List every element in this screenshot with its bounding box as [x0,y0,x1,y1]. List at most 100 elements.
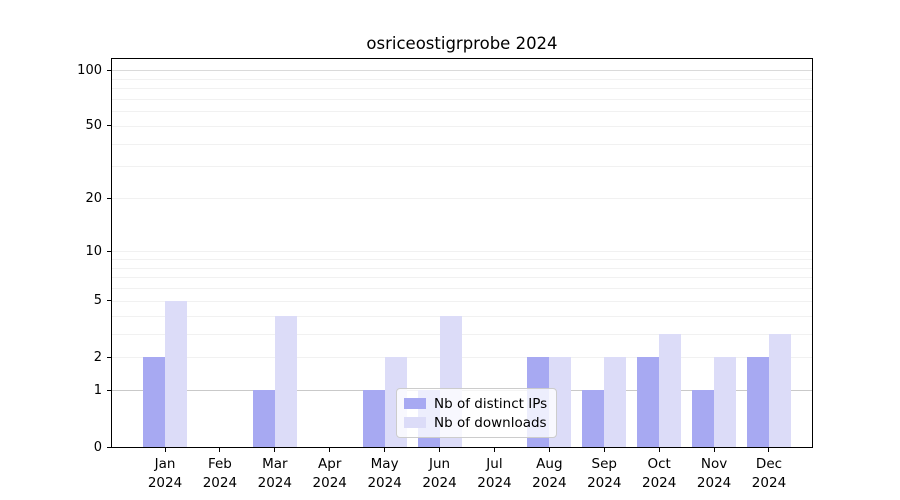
x-tick-mark-mar [274,447,276,452]
x-tick-mark-may [384,447,386,452]
legend-item-downloads: Nb of downloads [404,413,547,432]
bar-jan-downloads [165,300,187,447]
x-tick-mark-nov [713,447,715,452]
gridline-60 [112,111,812,113]
y-tick-mark-100 [107,69,112,71]
x-tick-mark-jan [164,447,166,452]
gridline-20 [112,198,812,200]
x-tick-mark-jul [493,447,495,452]
y-tick-label-2: 2 [93,349,102,365]
legend-item-distinct-ips: Nb of distinct IPs [404,394,547,413]
x-tick-month-apr: Apr [318,456,342,472]
x-tick-label-apr: Apr 2024 [285,455,375,493]
x-tick-month-aug: Aug [536,456,563,472]
legend-label-distinct-ips: Nb of distinct IPs [434,395,548,412]
gridline-5 [112,300,812,302]
y-tick-label-1: 1 [93,382,102,398]
x-tick-month-sep: Sep [591,456,617,472]
x-tick-year-mar: 2024 [257,475,292,491]
x-tick-mark-oct [658,447,660,452]
x-tick-label-feb: Feb 2024 [175,455,265,493]
y-tick-mark-0 [107,446,112,448]
bar-nov-downloads [714,357,737,447]
x-tick-month-jul: Jul [486,456,503,472]
bar-jan-distinct-ips [143,357,165,447]
x-tick-year-feb: 2024 [202,475,238,491]
gridline-90 [112,78,812,80]
x-tick-year-apr: 2024 [312,475,347,491]
x-tick-label-jan: Jan 2024 [120,455,210,493]
x-tick-label-oct: Oct 2024 [614,455,704,493]
gridline-40 [112,143,812,145]
y-tick-mark-50 [107,125,112,127]
y-tick-mark-2 [107,356,112,358]
gridline-30 [112,166,812,168]
x-tick-year-nov: 2024 [696,475,732,491]
gridline-9 [112,258,812,260]
x-tick-year-jan: 2024 [147,475,183,491]
x-tick-mark-apr [329,447,331,452]
gridline-3 [112,333,812,335]
plot-area: osriceostigrprobe 2024 0 1 2 5 10 20 50 100 Jan… [77,34,813,491]
legend-swatch-distinct-ips [404,398,426,409]
x-tick-month-nov: Nov [700,456,728,472]
x-tick-month-feb: Feb [207,456,232,472]
x-tick-mark-aug [548,447,550,452]
gridline-6 [112,288,812,290]
y-tick-label-10: 10 [85,243,102,259]
x-tick-label-may: May 2024 [340,455,430,493]
x-tick-mark-sep [603,447,605,452]
bar-oct-downloads [659,333,682,447]
x-tick-label-aug: Aug 2024 [504,455,594,493]
x-tick-year-may: 2024 [367,475,402,491]
gridline-70 [112,98,812,100]
y-tick-label-50: 50 [85,118,102,134]
gridline-50 [112,125,812,127]
x-tick-month-dec: Dec [755,456,783,472]
gridline-2 [112,357,812,359]
bar-may-distinct-ips [362,390,385,447]
x-tick-month-jun: Jun [428,456,451,472]
legend-label-downloads: Nb of downloads [434,414,547,431]
y-tick-label-100: 100 [77,62,102,78]
x-tick-year-jun: 2024 [422,475,457,491]
x-tick-mark-jun [439,447,441,452]
y-tick-mark-5 [107,300,112,302]
x-tick-year-jul: 2024 [477,475,512,491]
bar-mar-distinct-ips [252,390,275,447]
x-tick-month-jan: Jan [154,456,176,472]
bar-dec-distinct-ips [746,357,769,447]
legend: Nb of distinct IPs Nb of downloads [396,388,558,438]
chart-title: osriceostigrprobe 2024 [366,34,558,53]
bar-dec-downloads [768,333,791,447]
gridline-100 [112,70,812,71]
x-tick-year-aug: 2024 [532,475,567,491]
x-tick-year-sep: 2024 [587,475,622,491]
y-tick-mark-1 [107,389,112,391]
gridline-8 [112,267,812,269]
gridline-80 [112,88,812,90]
x-tick-label-jul: Jul 2024 [449,455,539,493]
bar-sep-distinct-ips [582,390,605,447]
bar-oct-distinct-ips [637,357,660,447]
x-tick-label-jun: Jun 2024 [395,455,485,493]
x-tick-month-oct: Oct [647,456,671,472]
x-tick-month-may: May [370,456,399,472]
x-tick-label-dec: Dec 2024 [724,455,814,493]
y-tick-mark-20 [107,197,112,199]
bar-nov-distinct-ips [692,390,715,447]
x-tick-year-dec: 2024 [751,475,787,491]
bar-sep-downloads [604,357,627,447]
x-tick-mark-dec [768,447,770,452]
gridline-10 [112,251,812,253]
x-tick-label-mar: Mar 2024 [230,455,320,493]
bar-mar-downloads [274,315,297,447]
x-tick-year-oct: 2024 [641,475,677,491]
legend-swatch-downloads [404,417,426,428]
x-tick-month-mar: Mar [262,456,288,472]
y-tick-mark-10 [107,250,112,252]
y-tick-label-20: 20 [85,190,102,206]
gridline-4 [112,315,812,317]
y-tick-label-5: 5 [93,293,102,309]
